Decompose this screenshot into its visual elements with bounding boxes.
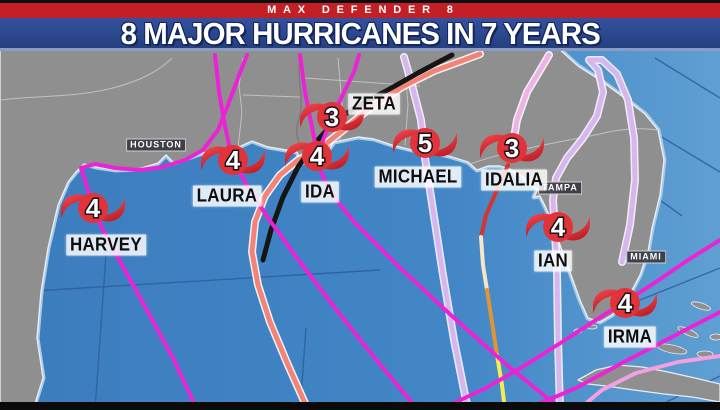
hurricane-icon-ida: 4: [284, 128, 350, 184]
brand-text: MAX DEFENDER 8: [267, 4, 460, 16]
storm-label-laura: LAURA: [192, 185, 262, 207]
city-label-houston: HOUSTON: [126, 138, 186, 152]
storm-label-irma: IRMA: [604, 326, 656, 348]
hurricane-icon-irma: 4: [592, 275, 658, 331]
category-number: 4: [551, 212, 566, 242]
storm-track-ida: [249, 51, 483, 410]
storm-track-cuba-pink: [576, 354, 720, 410]
headline-text: 8 MAJOR HURRICANES IN 7 YEARS: [120, 15, 600, 51]
hurricane-icon-harvey: 4: [60, 180, 126, 236]
hurricane-symbol: [592, 288, 658, 318]
banner-bottom-edge: [0, 48, 720, 51]
storm-label-harvey: HARVEY: [66, 234, 146, 256]
storm-track-harvey: [79, 53, 249, 410]
storm-label-michael: MICHAEL: [374, 166, 462, 188]
hurricane-symbol: [60, 193, 126, 223]
storm-label-idalia: IDALIA: [481, 169, 547, 191]
category-number: 3: [505, 133, 519, 163]
brand-bar: MAX DEFENDER 8: [0, 3, 720, 18]
hurricane-icon-michael: 5: [392, 115, 458, 171]
category-number: 4: [310, 141, 325, 171]
category-number: 4: [618, 288, 633, 318]
bottom-black-bar: [0, 402, 720, 410]
category-number: 4: [226, 145, 241, 175]
category-number: 3: [325, 102, 339, 132]
hurricane-icon-idalia: 3: [479, 120, 545, 176]
hurricane-symbol: [299, 102, 365, 132]
mississippi-river: [296, 57, 307, 161]
storm-track-idalia-orange: [485, 288, 499, 357]
city-label-miami: MIAMI: [626, 250, 666, 264]
storm-track-idalia-north: [509, 52, 552, 153]
category-number: 5: [418, 128, 432, 158]
storm-label-zeta: ZETA: [348, 93, 400, 115]
storm-track-irma: [438, 238, 720, 410]
storm-track-zeta: [317, 53, 564, 410]
top-black-strip: [0, 0, 720, 3]
hurricane-symbol: [200, 145, 266, 175]
hurricane-symbol: [479, 133, 545, 163]
storm-track-idalia-cream: [479, 235, 489, 292]
hurricane-symbol: [284, 141, 350, 171]
hurricane-symbol: [392, 128, 458, 158]
storm-label-ida: IDA: [301, 181, 339, 203]
hurricane-symbol: [525, 212, 591, 242]
storm-track-idalia-yellow: [495, 353, 507, 410]
hurricane-icon-zeta: 3: [299, 89, 365, 145]
headline-banner: 8 MAJOR HURRICANES IN 7 YEARS: [0, 15, 720, 51]
hurricane-icon-laura: 4: [200, 132, 266, 188]
hurricane-icon-ian: 4: [525, 199, 591, 255]
category-number: 4: [86, 193, 101, 223]
storm-label-ian: IAN: [534, 250, 572, 272]
